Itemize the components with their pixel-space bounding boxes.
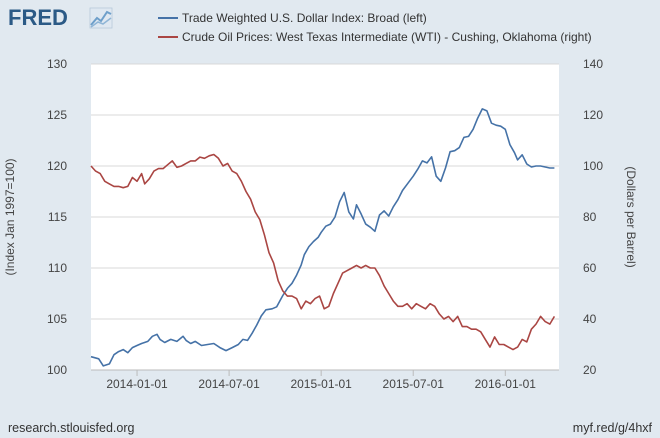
series-line-wti-oil[interactable]	[90, 153, 556, 351]
x-tick-label: 2015-07-01	[383, 377, 445, 391]
right-tick-label: 60	[583, 261, 597, 275]
x-tick-label: 2014-01-01	[106, 377, 168, 391]
fred-logo[interactable]: FRED	[8, 5, 113, 30]
legend-label-dollar-index: Trade Weighted U.S. Dollar Index: Broad …	[182, 11, 427, 25]
fred-logo-text: FRED	[8, 5, 68, 30]
right-tick-label: 140	[583, 57, 603, 71]
right-tick-label: 120	[583, 108, 603, 122]
x-axis-ticks: 2014-01-01 2014-07-01 2015-01-01 2015-07-01…	[91, 369, 559, 391]
left-tick-label: 120	[47, 159, 67, 173]
legend-label-wti-oil: Crude Oil Prices: West Texas Intermediat…	[182, 30, 592, 44]
source-link[interactable]: research.stlouisfed.org	[8, 421, 135, 435]
legend-item-dollar-index[interactable]: Trade Weighted U.S. Dollar Index: Broad …	[158, 11, 427, 25]
right-tick-label: 20	[583, 363, 597, 377]
left-tick-label: 100	[47, 363, 67, 377]
right-axis-ticks: 20 40 60 80 100 120 140	[583, 57, 603, 377]
left-tick-label: 110	[48, 261, 67, 275]
x-tick-label: 2016-01-01	[475, 377, 537, 391]
left-tick-label: 115	[48, 210, 67, 224]
left-axis-ticks: 100 105 110 115 120 125 130	[47, 57, 67, 377]
right-axis-title: (Dollars per Barrel)	[624, 166, 638, 267]
left-tick-label: 105	[47, 312, 67, 326]
chart-legend: Trade Weighted U.S. Dollar Index: Broad …	[158, 11, 592, 44]
x-tick-label: 2014-07-01	[198, 377, 260, 391]
right-tick-label: 100	[583, 159, 603, 173]
left-axis-title: (Index Jan 1997=100)	[3, 158, 17, 275]
series-line-dollar-index[interactable]	[90, 108, 555, 367]
short-link[interactable]: myf.red/g/4hxf	[573, 421, 653, 435]
fred-chart-icon	[89, 7, 113, 29]
left-tick-label: 130	[47, 57, 67, 71]
x-tick-label: 2015-01-01	[290, 377, 352, 391]
series-layer	[90, 108, 556, 367]
right-tick-label: 80	[583, 210, 597, 224]
right-tick-label: 40	[583, 312, 597, 326]
left-tick-label: 125	[47, 108, 67, 122]
legend-item-wti-oil[interactable]: Crude Oil Prices: West Texas Intermediat…	[158, 30, 592, 44]
